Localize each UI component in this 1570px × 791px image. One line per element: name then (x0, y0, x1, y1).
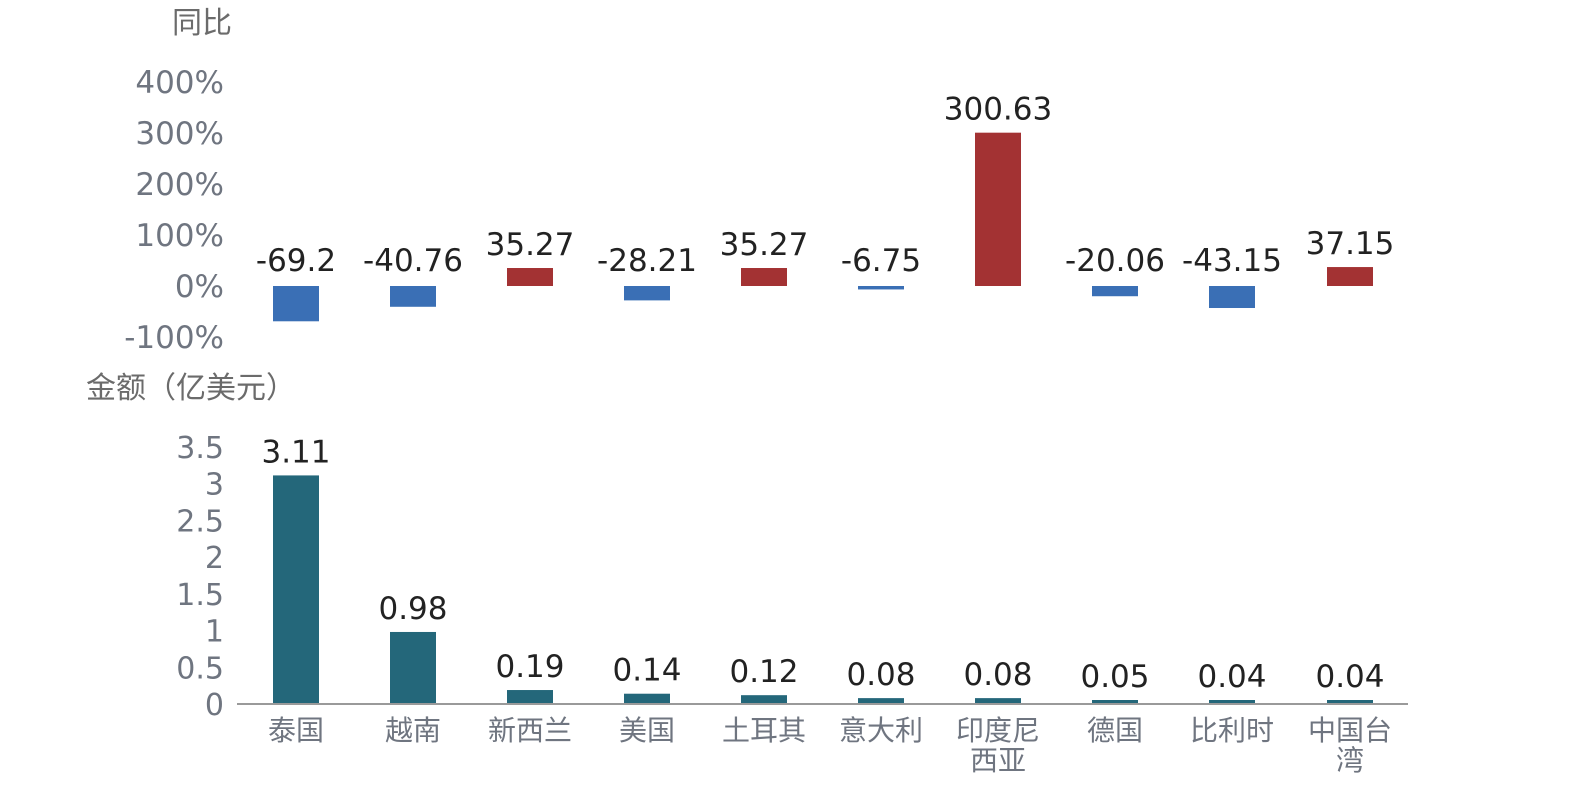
bottom-y-axis-title: 金额（亿美元） (86, 371, 296, 406)
bottom-data-label: 0.04 (1197, 659, 1266, 695)
top-bar (741, 268, 787, 286)
top-y-tick-label: 200% (135, 167, 224, 203)
top-chart-growth: 400%300%200%100%0%-100%-69.2 -40.76 35.27-… (124, 65, 1394, 356)
bottom-y-tick-label: 2 (205, 541, 224, 576)
bottom-y-tick-label: 2.5 (176, 504, 224, 539)
x-category-label: 意大利 (839, 714, 923, 747)
top-bar (507, 268, 553, 286)
top-data-label: -69.2 (256, 243, 336, 279)
bottom-bar (1327, 700, 1373, 704)
bottom-data-label: 0.98 (378, 591, 447, 627)
top-bar (273, 286, 319, 322)
top-data-label: -20.06 (1065, 243, 1165, 279)
x-category-label: 土耳其 (722, 714, 806, 747)
bottom-data-label: 0.19 (495, 649, 564, 685)
x-category-label: 越南 (385, 714, 441, 747)
x-category-label: 泰国 (268, 714, 324, 747)
bottom-bar (741, 695, 787, 704)
top-y-tick-label: 0% (175, 269, 224, 305)
x-category-label: 新西兰 (488, 714, 572, 747)
bottom-data-label: 0.05 (1080, 659, 1149, 695)
top-y-tick-label: 300% (135, 116, 224, 152)
top-y-axis-title: 同比 (172, 6, 232, 41)
bottom-data-label: 0.12 (729, 654, 798, 690)
x-category-label: 比利时 (1190, 714, 1274, 747)
bottom-data-label: 0.08 (846, 657, 915, 693)
x-category-label: 湾 (1336, 744, 1364, 777)
bottom-bar (273, 475, 319, 704)
top-data-label: -43.15 (1182, 243, 1282, 279)
x-category-label: 西亚 (970, 744, 1026, 777)
bottom-data-label: 0.14 (612, 653, 681, 689)
bottom-y-tick-label: 0.5 (176, 651, 224, 686)
x-category-label: 印度尼 (956, 714, 1040, 747)
bottom-data-label: 3.11 (261, 434, 330, 470)
top-data-label: -28.21 (597, 243, 697, 279)
top-data-label: -40.76 (363, 243, 463, 279)
top-data-label: 37.15 (1306, 226, 1395, 262)
top-bar (858, 286, 904, 290)
top-y-tick-label: 400% (135, 65, 224, 101)
bottom-bar (507, 690, 553, 704)
x-category-label: 美国 (619, 714, 675, 747)
bottom-bar (858, 698, 904, 704)
top-y-tick-label: -100% (124, 320, 224, 356)
bottom-y-tick-label: 0 (205, 688, 224, 723)
x-category-label: 德国 (1087, 714, 1143, 747)
x-category-label: 中国台 (1308, 714, 1392, 747)
bottom-y-tick-label: 3.5 (176, 431, 224, 466)
bottom-data-label: 0.08 (963, 657, 1032, 693)
bottom-bar (1209, 700, 1255, 704)
top-bar (624, 286, 670, 301)
top-bar (975, 132, 1021, 286)
bottom-y-tick-label: 1 (205, 615, 224, 650)
top-bar (1327, 267, 1373, 286)
top-bar (1209, 286, 1255, 309)
bottom-bar (1092, 700, 1138, 704)
bottom-chart-amount: 3.532.521.510.50 3.11 0.98 0.19 0.14 0.12 0.08… (176, 431, 1408, 777)
bottom-y-tick-label: 1.5 (176, 578, 224, 613)
top-y-tick-label: 100% (135, 218, 224, 254)
top-data-label: 35.27 (720, 227, 809, 263)
top-bar (1092, 286, 1138, 297)
bottom-bar (390, 631, 436, 704)
top-bar (390, 286, 436, 307)
bottom-y-tick-label: 3 (205, 468, 224, 503)
bottom-bar (624, 693, 670, 704)
top-data-label: 300.63 (944, 92, 1052, 128)
top-data-label: -6.75 (841, 243, 921, 279)
bottom-data-label: 0.04 (1315, 659, 1384, 695)
top-data-label: 35.27 (486, 227, 575, 263)
bottom-bar (975, 698, 1021, 704)
